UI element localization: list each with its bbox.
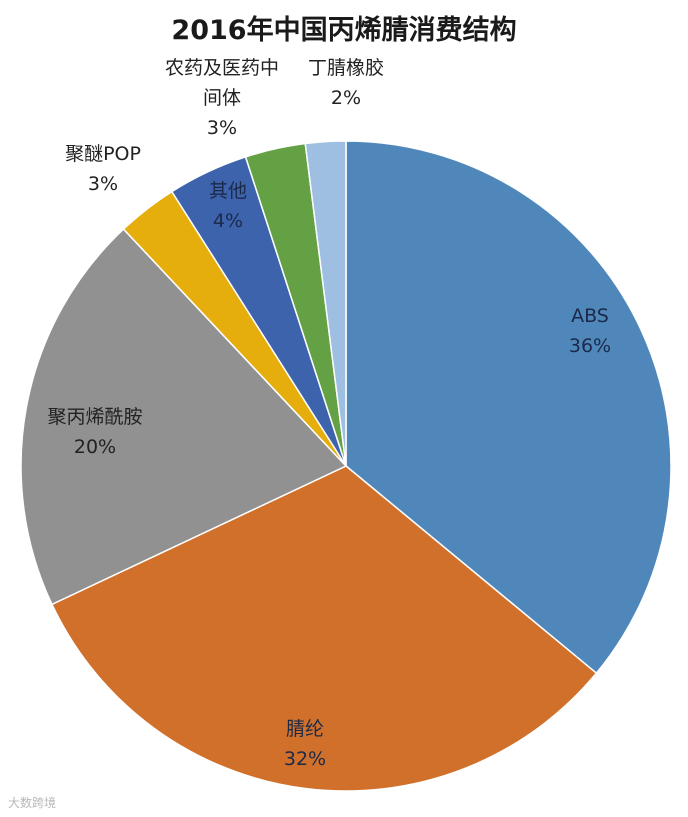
slice-value-label-2: 32% [284,748,326,770]
slice-value-label-6: 3% [207,117,237,139]
slice-value-label-1: 36% [569,335,611,357]
slice-name-label-7: 丁腈橡胶 [308,57,384,79]
slice-value-label-4: 3% [88,173,118,195]
pie-slice-1 [345,140,672,675]
slice-name-label-2: 腈纶 [286,718,324,740]
chart-title: 2016年中国丙烯腈消费结构 [171,15,517,46]
pie-slice-7 [304,140,347,467]
slice-value-label-7: 2% [331,87,361,109]
slice-name-label-3: 聚丙烯酰胺 [47,406,142,428]
pie-slices [20,140,672,792]
slice-name-label-6: 农药及医药中 [165,57,279,79]
slice-name-label-6: 间体 [203,87,241,109]
watermark: 大数跨境 [8,796,57,810]
slice-name-label-4: 聚醚POP [65,143,141,165]
slice-name-label-1: ABS [571,305,609,327]
pie-slice-3 [20,228,348,606]
slice-value-label-3: 20% [74,436,116,458]
slice-value-label-5: 4% [213,210,243,232]
slice-name-label-5: 其他 [209,180,247,202]
pie-slice-2 [50,465,598,792]
